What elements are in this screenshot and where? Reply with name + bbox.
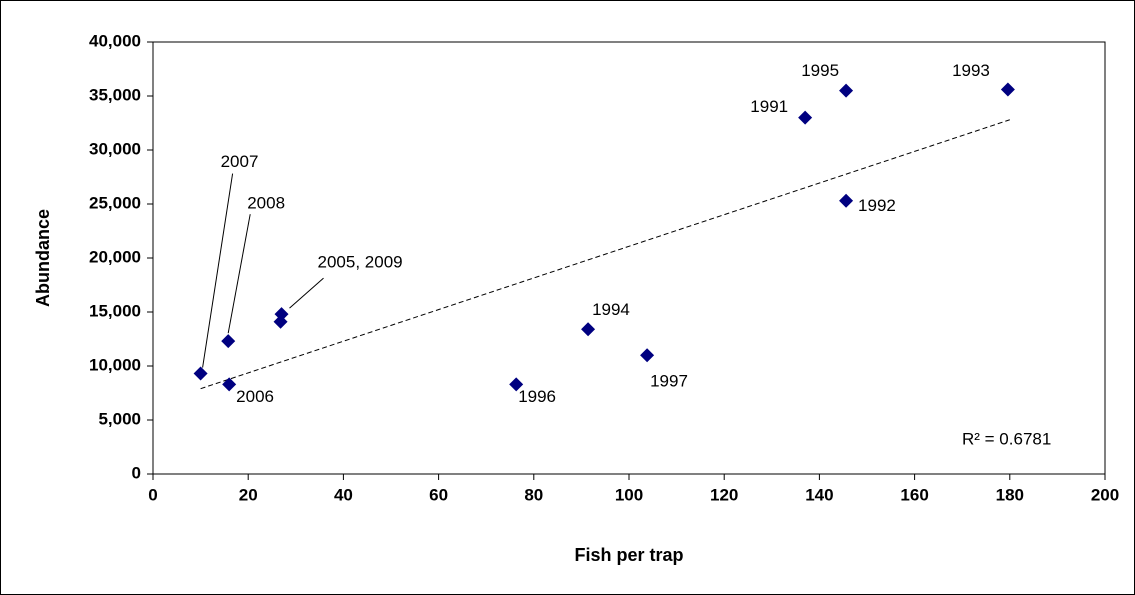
x-tick-label: 60 <box>429 485 448 504</box>
x-tick-label: 80 <box>524 485 543 504</box>
x-tick-label: 20 <box>239 485 258 504</box>
y-tick-label: 30,000 <box>89 139 141 158</box>
y-tick-label: 5,000 <box>98 409 141 428</box>
x-tick-label: 180 <box>996 485 1024 504</box>
point-label: 1994 <box>592 300 630 319</box>
x-tick-label: 100 <box>615 485 643 504</box>
point-label: 1993 <box>952 61 990 80</box>
y-tick-label: 0 <box>132 463 141 482</box>
data-point <box>798 110 813 125</box>
leader-line <box>202 173 234 368</box>
r-squared: R² = 0.6781 <box>962 429 1051 448</box>
x-tick-label: 40 <box>334 485 353 504</box>
x-tick-label: 160 <box>900 485 928 504</box>
leader-line <box>227 214 251 334</box>
point-label: 1995 <box>801 61 839 80</box>
point-label: 2005, 2009 <box>318 253 403 272</box>
point-label: 1991 <box>750 97 788 116</box>
x-tick-label: 200 <box>1091 485 1119 504</box>
data-point <box>839 83 854 98</box>
y-tick-label: 20,000 <box>89 247 141 266</box>
data-point <box>273 314 288 329</box>
point-label: 2008 <box>247 194 285 213</box>
y-tick-label: 15,000 <box>89 301 141 320</box>
data-point <box>509 377 524 392</box>
x-axis-title: Fish per trap <box>574 545 683 565</box>
data-point <box>1000 82 1015 97</box>
y-tick-label: 10,000 <box>89 355 141 374</box>
data-point <box>222 377 237 392</box>
data-point <box>193 366 208 381</box>
trendline <box>200 119 1010 390</box>
y-tick-label: 35,000 <box>89 85 141 104</box>
y-axis-title: Abundance <box>33 209 53 307</box>
leader-line <box>289 277 324 309</box>
data-point <box>839 193 854 208</box>
data-point <box>581 322 596 337</box>
point-label: 2006 <box>236 387 274 406</box>
data-point <box>221 334 236 349</box>
point-label: 1997 <box>650 372 688 391</box>
point-label: 1992 <box>858 196 896 215</box>
y-tick-label: 25,000 <box>89 193 141 212</box>
data-point <box>640 348 655 363</box>
x-tick-label: 140 <box>805 485 833 504</box>
x-tick-label: 0 <box>148 485 157 504</box>
point-label: 2007 <box>221 152 259 171</box>
x-tick-label: 120 <box>710 485 738 504</box>
point-label: 1996 <box>518 387 556 406</box>
y-tick-label: 40,000 <box>89 31 141 50</box>
